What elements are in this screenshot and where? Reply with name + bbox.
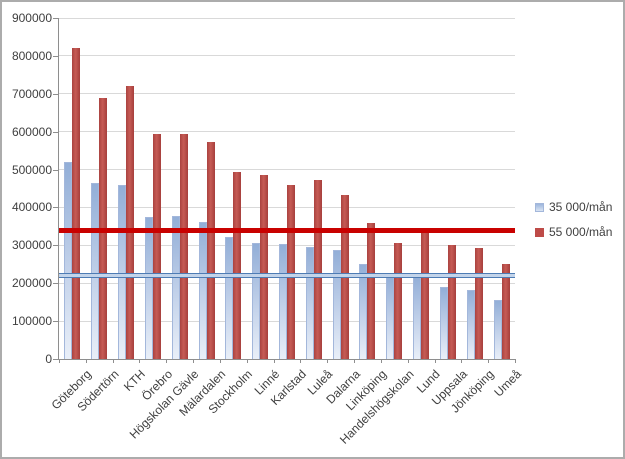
bar-s55000-cat15 xyxy=(474,248,483,359)
y-axis-label: 400000 xyxy=(11,200,52,215)
x-axis-label: Umeå xyxy=(490,367,524,400)
legend-item-s55000: 55 000/mån xyxy=(535,225,612,239)
bar-s55000-cat14 xyxy=(447,244,456,359)
gridline xyxy=(59,55,515,57)
legend: 35 000/mån 55 000/mån xyxy=(535,200,612,239)
bar-s55000-cat0 xyxy=(72,48,81,359)
bar-s35000-cat6 xyxy=(225,236,234,359)
x-axis-tick xyxy=(166,359,168,363)
x-axis-tick xyxy=(380,359,382,363)
bar-s35000-cat16 xyxy=(493,299,502,359)
y-axis-tick xyxy=(53,321,58,323)
x-axis-tick xyxy=(300,359,302,363)
y-axis-label: 0 xyxy=(45,352,52,366)
y-axis-line xyxy=(58,18,59,359)
y-axis-tick xyxy=(53,131,58,133)
legend-swatch-s35000 xyxy=(535,202,544,212)
reference-line-55000 xyxy=(59,227,515,233)
bar-s35000-cat15 xyxy=(466,289,475,359)
bar-s55000-cat6 xyxy=(233,171,242,359)
bar-s35000-cat5 xyxy=(198,221,207,359)
bar-s55000-cat2 xyxy=(126,85,135,359)
gridline xyxy=(59,17,515,19)
bar-s35000-cat9 xyxy=(305,246,314,359)
bar-s35000-cat10 xyxy=(332,249,341,359)
y-axis-label: 900000 xyxy=(11,11,52,25)
bar-s55000-cat5 xyxy=(206,142,215,359)
bar-s55000-cat8 xyxy=(287,185,295,359)
x-axis-tick xyxy=(219,359,221,363)
y-axis-tick xyxy=(53,207,58,209)
y-axis-label: 600000 xyxy=(11,124,52,139)
y-axis-tick xyxy=(53,283,58,285)
x-axis-tick xyxy=(327,359,329,363)
bar-s55000-cat16 xyxy=(501,263,510,359)
bar-s35000-cat8 xyxy=(279,244,287,359)
bar-s55000-cat13 xyxy=(421,227,430,359)
x-axis-tick xyxy=(488,359,490,363)
bar-s35000-cat7 xyxy=(252,243,261,359)
x-axis-tick xyxy=(515,359,516,363)
bar-s55000-cat12 xyxy=(394,243,403,359)
y-axis-label: 100000 xyxy=(11,314,52,329)
reference-line-35000 xyxy=(59,272,515,278)
y-axis-tick xyxy=(53,93,58,95)
x-axis-tick xyxy=(434,359,436,363)
bar-s35000-cat11 xyxy=(359,263,368,359)
bar-s55000-cat4 xyxy=(179,134,188,359)
x-axis-tick xyxy=(354,359,356,363)
y-axis-tick xyxy=(53,359,58,360)
legend-swatch-s55000 xyxy=(535,227,544,237)
bar-s35000-cat13 xyxy=(413,276,422,359)
bar-s35000-cat0 xyxy=(64,161,73,359)
bar-s55000-cat3 xyxy=(152,133,161,359)
x-axis-tick xyxy=(59,359,60,363)
gridline xyxy=(59,131,515,133)
bar-s35000-cat14 xyxy=(439,287,448,359)
x-axis-tick xyxy=(461,359,463,363)
legend-label: 35 000/mån xyxy=(549,200,613,214)
y-axis-tick xyxy=(53,18,58,19)
y-axis-tick xyxy=(53,245,58,247)
x-axis-line xyxy=(58,359,515,360)
legend-label: 55 000/mån xyxy=(549,225,613,239)
y-axis-tick xyxy=(53,169,58,171)
y-axis-tick xyxy=(53,55,58,57)
x-axis-tick xyxy=(193,359,195,363)
y-axis-label: 300000 xyxy=(11,238,52,253)
x-axis-tick xyxy=(139,359,141,363)
gridline xyxy=(59,93,515,95)
x-axis-tick xyxy=(246,359,248,363)
bar-s35000-cat4 xyxy=(171,216,180,359)
x-axis-tick xyxy=(273,359,275,363)
bar-s55000-cat7 xyxy=(260,175,269,359)
y-axis-label: 800000 xyxy=(11,48,52,63)
bar-s55000-cat9 xyxy=(313,180,322,359)
bar-s55000-cat11 xyxy=(367,222,376,359)
bar-s35000-cat2 xyxy=(118,185,127,359)
x-axis-tick xyxy=(112,359,114,363)
bar-s35000-cat1 xyxy=(91,183,100,359)
legend-item-s35000: 35 000/mån xyxy=(535,200,612,214)
bar-s35000-cat12 xyxy=(386,275,395,359)
y-axis-label: 500000 xyxy=(11,162,52,177)
y-axis-label: 200000 xyxy=(11,276,52,291)
gridline xyxy=(59,169,515,171)
x-axis-tick xyxy=(85,359,87,363)
bar-s35000-cat3 xyxy=(144,216,153,359)
y-axis-label: 700000 xyxy=(11,86,52,101)
x-axis-tick xyxy=(407,359,409,363)
